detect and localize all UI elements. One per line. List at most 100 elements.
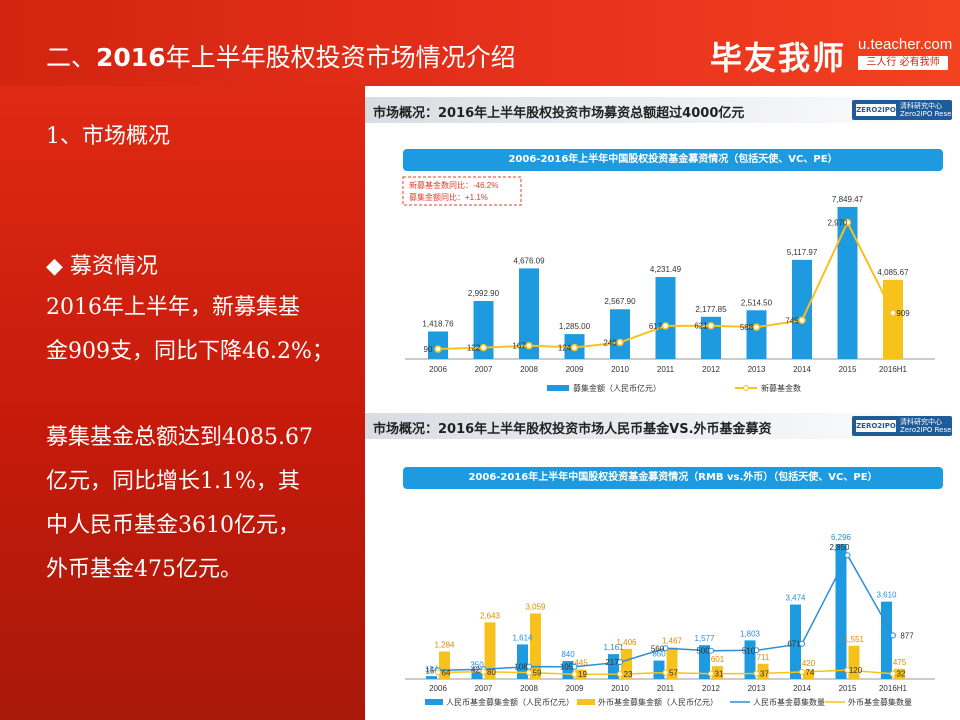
badge-logo: ZERO2IPO (856, 420, 896, 432)
bar-label: 3,059 (525, 602, 546, 611)
line-point (571, 663, 578, 670)
bar-foreign (803, 670, 814, 679)
bar-label: 1,577 (694, 634, 715, 643)
bar-foreign (621, 648, 632, 679)
line-point (571, 671, 578, 678)
line-label: 617 (649, 322, 663, 331)
bar-label: 601 (711, 655, 725, 664)
bar-label: 1,551 (844, 635, 865, 644)
line-label: 90 (424, 345, 433, 354)
body-line: 募集基金总额达到4085.67 (46, 425, 313, 450)
line-label: 74 (806, 668, 815, 677)
bar (746, 310, 767, 359)
bar-rmb (881, 601, 892, 679)
legend-label: 人民币基金募集金额（人民币亿元） (446, 697, 574, 707)
legend-swatch (577, 699, 595, 705)
x-tick-label: 2015 (839, 365, 857, 374)
bar-label: 1,614 (512, 633, 533, 642)
bar-label: 6,296 (831, 533, 852, 542)
bar-foreign (894, 668, 905, 679)
panel-title-bar: 市场概况：2016年上半年股权投资市场募资总额超过4000亿元 ZERO2IPO… (365, 97, 960, 123)
x-tick-label: 2007 (475, 684, 493, 693)
bar-label: 1,284 (434, 640, 455, 649)
line-point (890, 670, 896, 677)
line-point (617, 671, 623, 678)
x-tick-label: 2013 (748, 365, 766, 374)
bar (473, 301, 494, 359)
bar-label: 711 (757, 653, 770, 662)
x-tick-label: 2009 (566, 684, 584, 693)
line-label: 42 (471, 665, 480, 674)
line-label: 105 (560, 663, 574, 672)
line-point (799, 668, 805, 675)
line-point (662, 645, 669, 652)
bar-foreign (439, 651, 450, 679)
line-point (844, 552, 851, 559)
line-label: 108 (514, 663, 528, 672)
bar-foreign (666, 647, 678, 679)
line-label: 64 (442, 668, 451, 677)
line-label: 37 (760, 669, 769, 678)
line-label: 15 (426, 666, 435, 675)
x-tick-label: 2014 (793, 365, 811, 374)
panel-title: 市场概况：2016年上半年股权投资市场人民币基金VS.外币基金募资 (373, 422, 772, 437)
yoy-note-text: 募集金额同比：+1.1% (409, 192, 488, 202)
line-point (708, 647, 714, 654)
line-point (435, 669, 441, 676)
line-label: 80 (487, 668, 496, 677)
bar-rmb (744, 640, 756, 679)
bar-label: 2,992.90 (468, 289, 500, 298)
line-point (570, 343, 579, 352)
bullet-heading: ◆ 募资情况 (46, 254, 158, 279)
line-label: 19 (578, 670, 587, 679)
section-heading: 1、市场概况 (46, 124, 170, 149)
bar-foreign (712, 666, 723, 679)
line-label: 59 (533, 669, 542, 678)
line-point (752, 323, 761, 331)
bar-label: 1,803 (740, 629, 761, 638)
bar (610, 309, 630, 359)
bar-foreign (757, 663, 769, 679)
line-point (753, 647, 760, 654)
badge-en: Zero2IPO Research (900, 426, 960, 434)
line-label: 217 (605, 658, 619, 667)
legend-swatch (547, 385, 569, 391)
line-point (843, 218, 852, 227)
x-tick-label: 2010 (611, 684, 629, 693)
page-title: 二、2016年上半年股权投资市场情况介绍 (46, 38, 516, 74)
body-line: 中人民币基金3610亿元， (46, 513, 300, 538)
line-label: 32 (897, 670, 906, 679)
line-label: 240 (603, 338, 617, 347)
badge-logo: ZERO2IPO (856, 104, 896, 116)
x-tick-label: 2016H1 (879, 365, 908, 374)
bar-label: 2,514.50 (741, 298, 773, 307)
bar (519, 268, 539, 359)
bar-rmb (790, 604, 801, 679)
body-line: 2016年上半年，新募集基 (46, 295, 300, 320)
bar-rmb (426, 676, 437, 679)
x-tick-label: 2007 (475, 365, 493, 374)
line-label: 57 (669, 669, 678, 678)
bar-foreign (530, 613, 541, 679)
line-label: 167 (512, 342, 526, 351)
x-tick-label: 2013 (748, 684, 766, 693)
bar-label: 134 (425, 665, 439, 674)
bar-rmb (653, 660, 665, 679)
line-point (661, 322, 670, 330)
line-point (617, 659, 623, 666)
line-point (662, 669, 669, 676)
line-point (480, 668, 487, 675)
brand-url: u.teacher.com (858, 36, 953, 53)
line-label: 500 (696, 647, 710, 656)
line-point (844, 667, 851, 674)
bar-label: 2,643 (480, 611, 501, 620)
line-label: 745 (785, 316, 799, 325)
brand-slogan: 三人行 必有我师 (858, 56, 948, 70)
legend-label: 外币基金募集数量 (848, 697, 912, 707)
header-bar: 二、2016年上半年股权投资市场情况介绍 毕友我师 u.teacher.com … (0, 0, 960, 86)
line-label: 909 (896, 309, 910, 318)
left-text-panel: 1、市场概况 ◆ 募资情况 2016年上半年，新募集基 金909支，同比下降46… (0, 86, 365, 720)
badge-cn: 清科研究中心 (900, 102, 942, 110)
line-point (753, 670, 760, 677)
